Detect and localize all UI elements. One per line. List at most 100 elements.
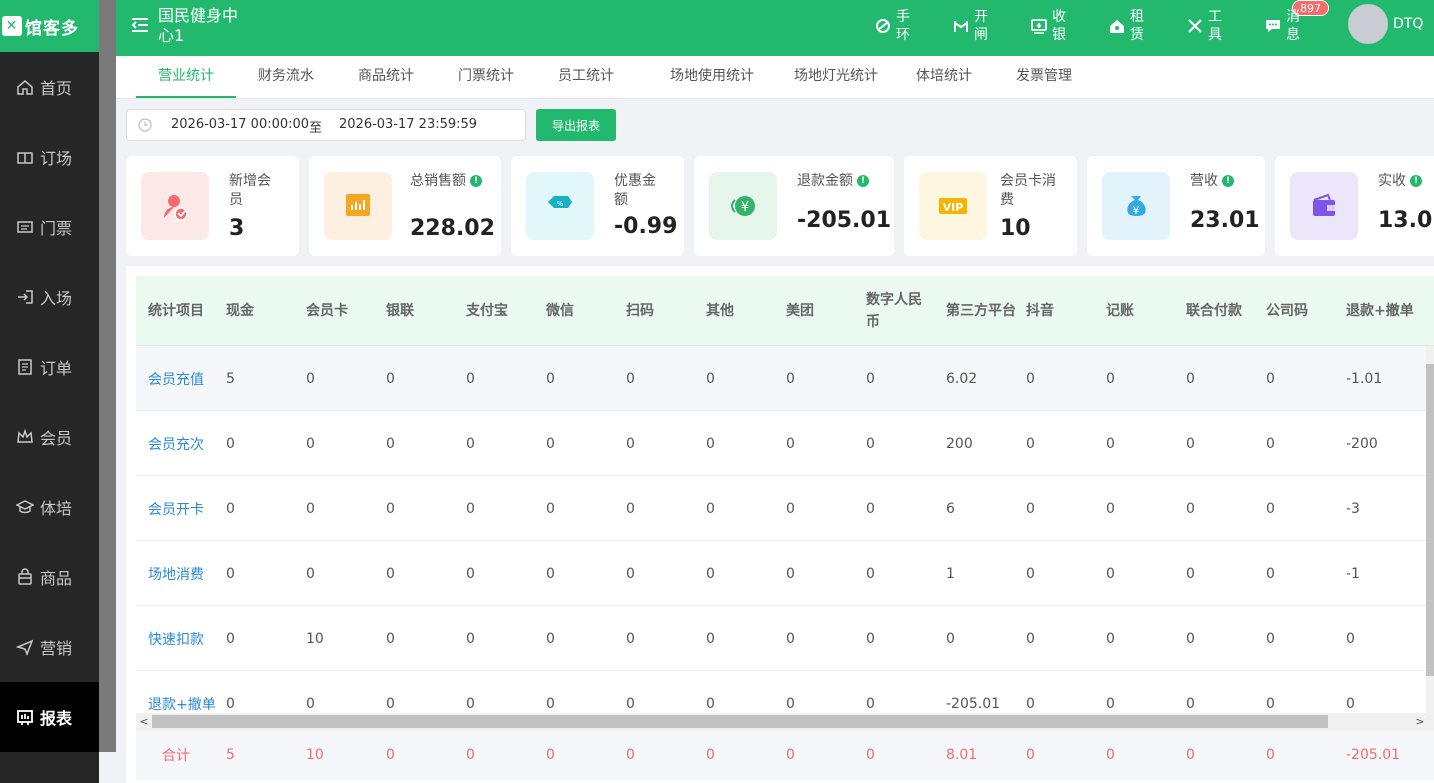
table-cell: 0 (866, 435, 875, 452)
tab-2[interactable]: 商品统计 (358, 68, 414, 84)
table-horizontal-scrollbar[interactable]: < > (136, 713, 1434, 730)
sidebar-item-label: 报表 (40, 709, 73, 728)
table-cell: 0 (546, 435, 555, 452)
start-datetime[interactable]: 2026-03-17 00:00:00 (171, 117, 310, 132)
table-cell: 0 (1346, 630, 1355, 647)
header-tool-label: 开闸 (974, 9, 988, 43)
info-icon[interactable]: ! (1410, 175, 1422, 187)
header-tool-message[interactable]: 消息 (1264, 8, 1302, 44)
header-tool-cashier[interactable]: 收银 (1030, 8, 1068, 44)
column-header[interactable]: 银联 (386, 303, 414, 319)
column-header[interactable]: 公司码 (1266, 303, 1308, 319)
info-icon[interactable]: ! (857, 175, 869, 187)
header-tool-wristband[interactable]: 手环 (874, 8, 912, 44)
table-vertical-scrollbar[interactable] (1426, 346, 1434, 713)
tab-8[interactable]: 发票管理 (1016, 68, 1072, 84)
table-cell: 0 (226, 500, 235, 517)
tab-0[interactable]: 营业统计 (136, 56, 236, 98)
table-cell: 0 (306, 435, 315, 452)
table-cell: 0 (1026, 695, 1035, 712)
table-cell: 0 (1266, 500, 1275, 517)
sidebar-item-send[interactable]: 营销 (0, 612, 99, 682)
sidebar-item-crown[interactable]: 会员 (0, 402, 99, 472)
row-item-link[interactable]: 场地消费 (148, 566, 204, 583)
username[interactable]: DTQ (1393, 16, 1424, 32)
sidebar-item-label: 会员 (40, 429, 73, 448)
column-header[interactable]: 现金 (226, 303, 254, 319)
enter-icon (18, 290, 33, 304)
table-cell: 0 (546, 695, 555, 712)
sidebar-item-ticket[interactable]: 门票 (0, 192, 99, 262)
sidebar-item-bag[interactable]: 商品 (0, 542, 99, 612)
tab-4[interactable]: 员工统计 (558, 68, 614, 84)
venue-title[interactable]: 国民健身中心1 (158, 6, 239, 45)
export-report-button[interactable]: 导出报表 (536, 109, 616, 141)
sidebar-item-report[interactable]: 报表 (0, 682, 99, 752)
tab-6[interactable]: 场地灯光统计 (794, 68, 878, 84)
info-icon[interactable]: ! (470, 175, 482, 187)
table-cell: 0 (1026, 435, 1035, 452)
scroll-right-icon[interactable]: > (1415, 715, 1425, 728)
scroll-left-icon[interactable]: < (139, 715, 149, 728)
date-range-picker[interactable]: 2026-03-17 00:00:00 至 2026-03-17 23:59:5… (126, 109, 526, 141)
column-header[interactable]: 美团 (786, 303, 814, 319)
table-cell: -200 (1346, 435, 1378, 452)
column-header[interactable]: 联合付款 (1186, 303, 1242, 319)
end-datetime[interactable]: 2026-03-17 23:59:59 (339, 117, 478, 132)
table-cell: 0 (546, 500, 555, 517)
total-cell: 0 (626, 747, 635, 763)
column-header[interactable]: 统计项目 (148, 303, 204, 319)
report-icon (17, 710, 33, 725)
clock-icon (138, 118, 152, 132)
sidebar-item-label: 商品 (40, 569, 73, 588)
column-header[interactable]: 会员卡 (306, 303, 348, 319)
stat-card-wallet: 实收! 13.01 (1275, 156, 1434, 256)
column-header[interactable]: 第三方平台 (946, 303, 1016, 319)
stat-label: 实收 (1378, 173, 1406, 189)
header-tool-tools[interactable]: 工具 (1186, 8, 1224, 44)
tab-3[interactable]: 门票统计 (458, 68, 514, 84)
sidebar-item-enter[interactable]: 入场 (0, 262, 99, 332)
sidebar-item-label: 首页 (40, 79, 73, 98)
add-member-icon (141, 172, 209, 240)
table-cell: 0 (626, 435, 635, 452)
header-tool-rent[interactable]: 租赁 (1108, 8, 1146, 44)
column-header[interactable]: 退款+撤单 (1346, 303, 1414, 319)
app-logo[interactable]: ✕ 馆客多 (0, 0, 99, 52)
sidebar-scrollbar[interactable] (99, 0, 116, 752)
stat-card-coupon: % 优惠金额 -0.99 (511, 156, 684, 256)
header-tool-gate[interactable]: 开闸 (952, 8, 990, 44)
row-item-link[interactable]: 快速扣款 (148, 631, 204, 648)
table-cell: 0 (306, 695, 315, 712)
row-item-link[interactable]: 退款+撤单 (148, 696, 216, 713)
scroll-thumb[interactable] (152, 715, 1328, 728)
column-header[interactable]: 记账 (1106, 303, 1134, 319)
sidebar-item-home[interactable]: 首页 (0, 52, 99, 122)
tab-1[interactable]: 财务流水 (258, 68, 314, 84)
row-item-link[interactable]: 会员充值 (148, 371, 204, 388)
avatar[interactable] (1348, 4, 1388, 44)
table-cell: -1.01 (1346, 370, 1383, 387)
sidebar-item-order[interactable]: 订单 (0, 332, 99, 402)
row-item-link[interactable]: 会员开卡 (148, 501, 204, 518)
column-header[interactable]: 支付宝 (466, 303, 508, 319)
column-header[interactable]: 抖音 (1026, 303, 1054, 319)
stat-label: 退款金额 (797, 173, 853, 189)
column-header[interactable]: 数字人民币 (866, 292, 922, 330)
info-icon[interactable]: ! (1222, 175, 1234, 187)
column-header[interactable]: 微信 (546, 303, 574, 319)
row-item-link[interactable]: 会员充次 (148, 436, 204, 453)
table-cell: 0 (1266, 435, 1275, 452)
sidebar-item-court[interactable]: 订场 (0, 122, 99, 192)
menu-collapse-icon[interactable] (130, 15, 150, 35)
tab-5[interactable]: 场地使用统计 (670, 68, 754, 84)
table-cell: 0 (1106, 695, 1115, 712)
sales-chart-icon (324, 172, 392, 240)
total-cell: 0 (866, 747, 875, 763)
table-cell: 0 (786, 500, 795, 517)
tab-7[interactable]: 体培统计 (916, 68, 972, 84)
column-header[interactable]: 其他 (706, 303, 734, 319)
sidebar-item-graduation[interactable]: 体培 (0, 472, 99, 542)
court-icon (17, 152, 33, 164)
column-header[interactable]: 扫码 (626, 303, 654, 319)
